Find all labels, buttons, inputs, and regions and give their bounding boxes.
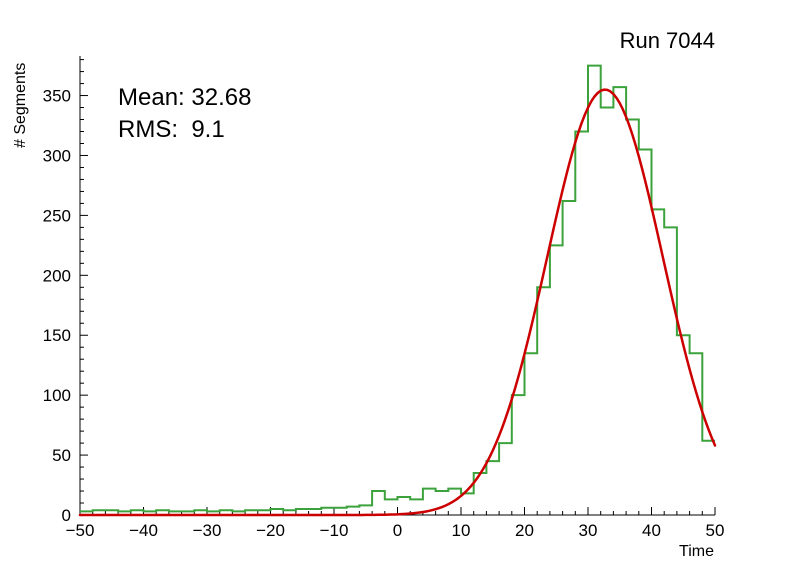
stat-mean: Mean: 32.68	[118, 84, 252, 111]
plot-title: Run 7044	[619, 28, 715, 53]
y-axis-title: # Segments	[12, 62, 29, 148]
svg-text:−40: −40	[129, 521, 158, 540]
svg-text:−30: −30	[193, 521, 222, 540]
x-axis-title: Time	[679, 543, 714, 560]
svg-text:20: 20	[515, 521, 534, 540]
svg-text:−50: −50	[66, 521, 95, 540]
svg-text:−20: −20	[256, 521, 285, 540]
svg-text:300: 300	[43, 146, 71, 165]
svg-text:250: 250	[43, 206, 71, 225]
svg-text:0: 0	[62, 506, 71, 525]
svg-text:200: 200	[43, 266, 71, 285]
svg-text:40: 40	[642, 521, 661, 540]
svg-text:30: 30	[579, 521, 598, 540]
svg-text:350: 350	[43, 87, 71, 106]
svg-text:50: 50	[52, 446, 71, 465]
svg-text:50: 50	[706, 521, 725, 540]
stat-rms: RMS: 9.1	[118, 116, 225, 143]
svg-text:100: 100	[43, 386, 71, 405]
svg-text:0: 0	[393, 521, 402, 540]
svg-text:150: 150	[43, 326, 71, 345]
svg-text:−10: −10	[320, 521, 349, 540]
svg-text:10: 10	[452, 521, 471, 540]
